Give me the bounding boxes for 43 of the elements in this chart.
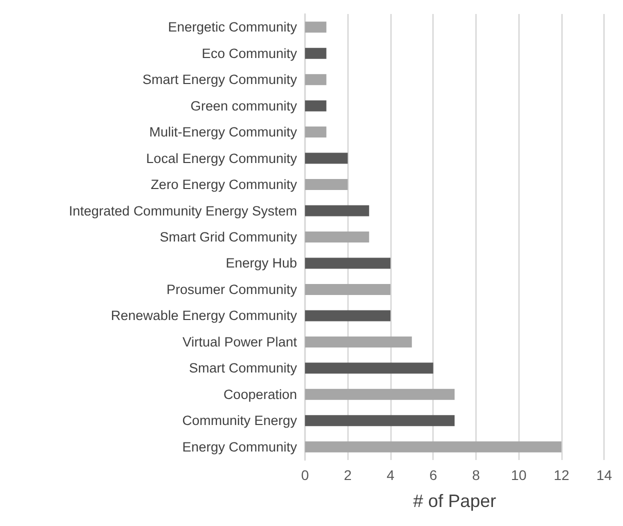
x-tick-label: 0 xyxy=(301,467,310,483)
y-tick-label: Energy Hub xyxy=(226,256,297,271)
bar xyxy=(305,232,370,242)
x-tick-label: 8 xyxy=(472,467,480,483)
bar xyxy=(305,100,326,112)
bar xyxy=(305,152,348,164)
bar xyxy=(305,415,455,426)
y-tick-label: Community Energy xyxy=(182,413,298,428)
x-tick-label: 4 xyxy=(386,467,395,483)
y-tick-label: Smart Community xyxy=(188,360,298,376)
y-tick-label: Local Energy Community xyxy=(146,150,298,166)
bar xyxy=(305,441,562,452)
x-axis-title: # of Paper xyxy=(413,491,496,511)
y-tick-label: Smart Energy Community xyxy=(142,72,298,88)
x-tick-label: 10 xyxy=(510,467,527,483)
bar xyxy=(305,284,390,295)
y-tick-label: Cooperation xyxy=(223,386,297,402)
bar xyxy=(305,362,434,374)
x-tick-label: 6 xyxy=(429,467,438,483)
y-tick-label: Virtual Power Plant xyxy=(182,334,298,350)
y-tick-label: Prosumer Community xyxy=(166,282,298,297)
bar xyxy=(305,179,348,190)
y-tick-label: Renewable Energy Community xyxy=(110,308,298,324)
y-tick-label: Mulit-Energy Community xyxy=(149,124,298,140)
bar xyxy=(305,48,326,59)
bar xyxy=(305,22,326,33)
x-tick-label: 14 xyxy=(596,467,612,483)
y-tick-label: Eco Community xyxy=(202,46,298,61)
y-tick-label: Zero Energy Community xyxy=(150,177,298,192)
bar xyxy=(305,74,326,86)
bar xyxy=(305,126,326,138)
x-tick-label: 2 xyxy=(344,467,352,483)
bar xyxy=(305,336,412,348)
y-tick-label: Energy Community xyxy=(182,439,298,454)
y-tick-label: Energetic Community xyxy=(168,20,298,35)
bar xyxy=(305,388,455,400)
x-tick-label: 12 xyxy=(554,467,570,483)
bar xyxy=(305,258,390,269)
y-tick-label: Green community xyxy=(190,98,298,114)
y-tick-label: Integrated Community Energy System xyxy=(68,203,297,218)
bar xyxy=(305,205,370,216)
bar xyxy=(305,310,390,322)
y-tick-label: Smart Grid Community xyxy=(160,230,298,244)
